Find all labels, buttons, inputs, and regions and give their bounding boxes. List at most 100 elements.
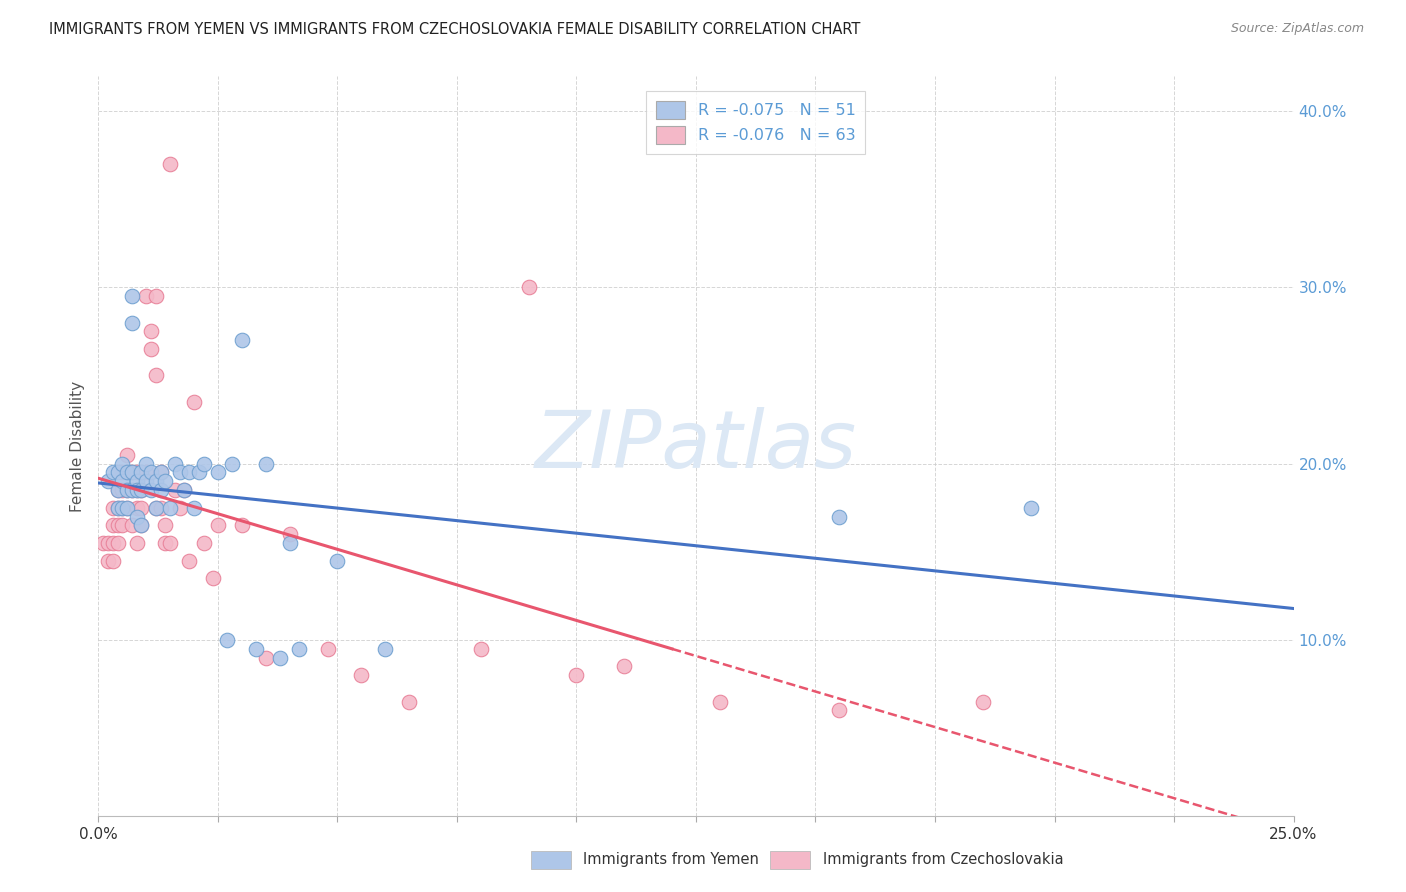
Point bbox=[115, 483, 138, 497]
Point bbox=[131, 483, 153, 497]
Point bbox=[155, 475, 177, 489]
Point bbox=[326, 553, 349, 567]
Point bbox=[350, 668, 373, 682]
Point bbox=[145, 289, 167, 303]
Point bbox=[121, 466, 143, 480]
Point bbox=[316, 641, 339, 656]
Point bbox=[254, 650, 277, 665]
Point bbox=[107, 518, 129, 533]
Point bbox=[135, 289, 157, 303]
Point bbox=[131, 466, 153, 480]
Point bbox=[101, 553, 124, 567]
Point bbox=[125, 509, 148, 524]
Point bbox=[115, 483, 138, 497]
Point bbox=[111, 457, 134, 471]
Point bbox=[221, 457, 243, 471]
Point bbox=[107, 536, 129, 550]
Point bbox=[613, 659, 636, 673]
Point bbox=[398, 695, 420, 709]
Point bbox=[135, 475, 157, 489]
Point bbox=[565, 668, 588, 682]
Point bbox=[231, 518, 253, 533]
Point bbox=[149, 483, 172, 497]
Point bbox=[115, 500, 138, 515]
Point bbox=[131, 483, 153, 497]
Point bbox=[107, 483, 129, 497]
Point bbox=[107, 500, 129, 515]
Point bbox=[135, 466, 157, 480]
Point bbox=[111, 475, 134, 489]
Point bbox=[145, 475, 167, 489]
Point bbox=[121, 518, 143, 533]
Point bbox=[111, 518, 134, 533]
Point bbox=[288, 641, 311, 656]
Point bbox=[202, 571, 225, 585]
Point bbox=[245, 641, 267, 656]
Point bbox=[115, 448, 138, 462]
Point bbox=[173, 483, 195, 497]
Point bbox=[169, 500, 191, 515]
Point bbox=[470, 641, 492, 656]
Text: Immigrants from Czechoslovakia: Immigrants from Czechoslovakia bbox=[823, 852, 1063, 867]
Point bbox=[97, 475, 120, 489]
Point bbox=[179, 466, 201, 480]
Point bbox=[139, 483, 162, 497]
Point bbox=[111, 483, 134, 497]
Point bbox=[149, 500, 172, 515]
Point bbox=[169, 466, 191, 480]
Point bbox=[111, 500, 134, 515]
Point bbox=[254, 457, 277, 471]
Point bbox=[101, 518, 124, 533]
Point bbox=[135, 457, 157, 471]
Point bbox=[121, 289, 143, 303]
Point bbox=[107, 500, 129, 515]
Y-axis label: Female Disability: Female Disability bbox=[69, 380, 84, 512]
Point bbox=[278, 536, 301, 550]
Point bbox=[517, 280, 540, 294]
Point bbox=[145, 500, 167, 515]
Point bbox=[91, 536, 114, 550]
Point bbox=[125, 483, 148, 497]
Point bbox=[111, 466, 134, 480]
Point bbox=[163, 483, 186, 497]
Point bbox=[159, 157, 181, 171]
Point bbox=[97, 536, 120, 550]
Text: IMMIGRANTS FROM YEMEN VS IMMIGRANTS FROM CZECHOSLOVAKIA FEMALE DISABILITY CORREL: IMMIGRANTS FROM YEMEN VS IMMIGRANTS FROM… bbox=[49, 22, 860, 37]
Point bbox=[101, 536, 124, 550]
Point bbox=[155, 536, 177, 550]
Point bbox=[121, 316, 143, 330]
Point bbox=[115, 466, 138, 480]
Point bbox=[107, 466, 129, 480]
Point bbox=[121, 483, 143, 497]
Point bbox=[139, 342, 162, 356]
Point bbox=[101, 500, 124, 515]
Legend: R = -0.075   N = 51, R = -0.076   N = 63: R = -0.075 N = 51, R = -0.076 N = 63 bbox=[647, 91, 865, 153]
Point bbox=[179, 553, 201, 567]
Point bbox=[828, 509, 851, 524]
Point bbox=[149, 466, 172, 480]
Point bbox=[131, 518, 153, 533]
Point bbox=[145, 368, 167, 383]
Point bbox=[149, 466, 172, 480]
Point bbox=[97, 553, 120, 567]
Point bbox=[269, 650, 291, 665]
Point bbox=[173, 483, 195, 497]
Point bbox=[207, 518, 229, 533]
Point bbox=[131, 500, 153, 515]
Point bbox=[115, 500, 138, 515]
Point bbox=[163, 457, 186, 471]
Point bbox=[155, 518, 177, 533]
Point bbox=[193, 457, 215, 471]
Point bbox=[183, 500, 205, 515]
Text: Source: ZipAtlas.com: Source: ZipAtlas.com bbox=[1230, 22, 1364, 36]
Point bbox=[139, 325, 162, 339]
Point bbox=[125, 483, 148, 497]
Point bbox=[131, 518, 153, 533]
Point bbox=[231, 333, 253, 347]
Point bbox=[159, 500, 181, 515]
Point bbox=[709, 695, 731, 709]
Point bbox=[207, 466, 229, 480]
Point bbox=[115, 466, 138, 480]
Point bbox=[107, 483, 129, 497]
Point bbox=[121, 466, 143, 480]
